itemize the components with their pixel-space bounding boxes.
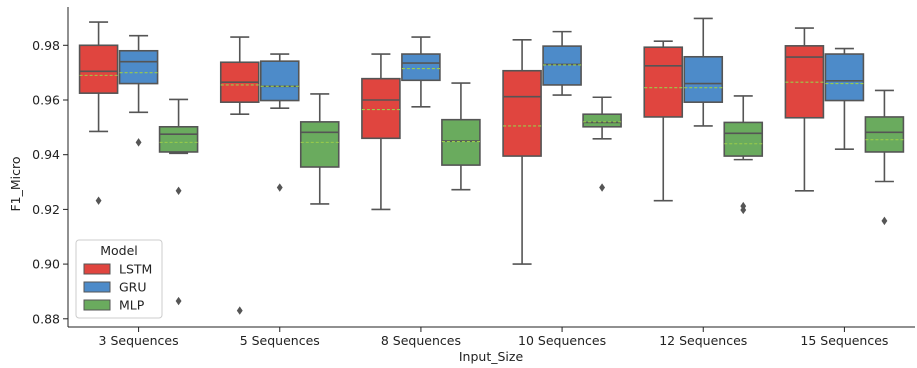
- flier-point: [135, 138, 142, 147]
- box-lstm: [219, 36, 260, 315]
- box-iqr: [502, 69, 542, 157]
- plot-area: [78, 17, 905, 315]
- flier-point: [881, 216, 888, 226]
- box-lstm: [784, 27, 825, 192]
- y-tick-label: 0.88: [32, 311, 60, 326]
- legend-label-lstm: LSTM: [119, 262, 152, 277]
- x-axis: 3 Sequences 5 Sequences 8 Sequences 10 Sequ…: [68, 326, 915, 348]
- box-iqr: [582, 113, 622, 128]
- box-iqr: [723, 121, 764, 157]
- box-mlp: [441, 82, 481, 191]
- box-iqr: [643, 46, 684, 118]
- box-iqr: [361, 77, 401, 140]
- flier-point: [175, 296, 182, 306]
- box-iqr: [824, 53, 865, 102]
- flier-point: [740, 205, 747, 215]
- box-iqr: [78, 44, 119, 94]
- flier-point: [236, 306, 243, 315]
- legend-label-mlp: MLP: [119, 298, 145, 313]
- box-lstm: [502, 39, 542, 265]
- box-lstm: [361, 53, 401, 211]
- box-iqr: [299, 121, 340, 168]
- legend-swatch-lstm: [83, 263, 111, 275]
- legend-frame: [75, 239, 163, 319]
- y-tick-label: 0.96: [32, 92, 60, 107]
- box-lstm: [643, 40, 684, 202]
- legend-label-gru: GRU: [119, 280, 147, 295]
- x-tick-label: 5 Sequences: [240, 333, 320, 348]
- legend-swatch-mlp: [83, 299, 111, 311]
- box-iqr: [441, 118, 481, 166]
- flier-point: [276, 183, 283, 192]
- box-iqr: [259, 60, 300, 102]
- box-iqr: [401, 53, 441, 82]
- box-iqr: [158, 125, 199, 153]
- box-lstm: [78, 21, 119, 205]
- y-axis: 0.88 0.90 0.92 0.94 0.96 0.98: [32, 7, 69, 327]
- flier-point: [175, 186, 182, 195]
- box-mlp: [158, 98, 199, 306]
- x-tick-label: 8 Sequences: [381, 333, 461, 348]
- box-gru: [401, 36, 441, 108]
- x-tick-label: 12 Sequences: [659, 333, 747, 348]
- box-gru: [118, 34, 159, 147]
- legend-title: Model: [100, 243, 138, 258]
- box-gru: [542, 30, 582, 96]
- x-tick-label: 3 Sequences: [99, 333, 179, 348]
- flier-point: [95, 196, 102, 205]
- y-axis-label: F1_Micro: [8, 156, 23, 211]
- box-mlp: [582, 96, 622, 192]
- y-tick-label: 0.92: [32, 202, 60, 217]
- flier-point: [599, 183, 606, 192]
- box-mlp: [299, 93, 340, 205]
- box-gru: [259, 53, 300, 192]
- box-mlp: [723, 95, 764, 215]
- box-mlp: [864, 89, 905, 226]
- y-tick-label: 0.98: [32, 38, 60, 53]
- legend-swatch-gru: [83, 281, 111, 293]
- box-iqr: [683, 55, 724, 103]
- y-tick-label: 0.94: [32, 147, 60, 162]
- x-axis-label: Input_Size: [459, 349, 524, 364]
- box-gru: [683, 17, 724, 127]
- y-tick-label: 0.90: [32, 257, 60, 272]
- x-tick-label: 10 Sequences: [518, 333, 606, 348]
- x-tick-label: 15 Sequences: [800, 333, 888, 348]
- box-gru: [824, 47, 865, 151]
- box-iqr: [118, 49, 159, 85]
- box-iqr: [864, 116, 905, 153]
- legend: Model LSTM GRU MLP: [75, 239, 163, 319]
